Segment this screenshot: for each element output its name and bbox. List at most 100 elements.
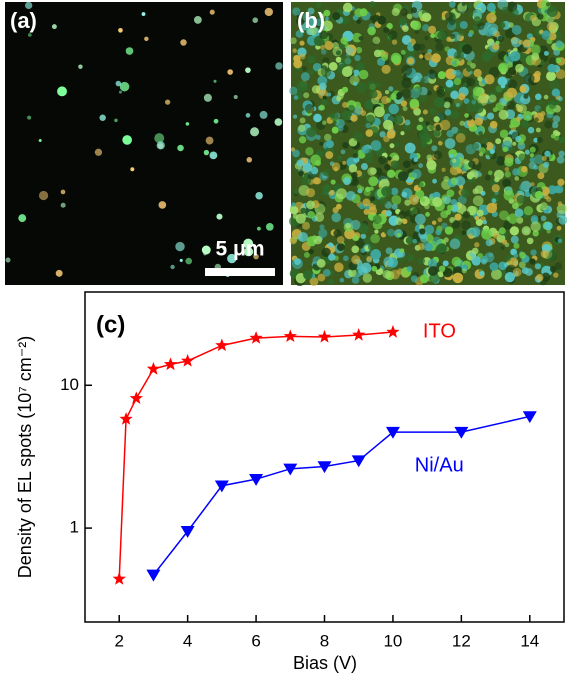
spot [523, 73, 535, 85]
spot [94, 148, 103, 156]
spot [444, 138, 456, 149]
spot [394, 217, 403, 226]
spot [536, 137, 543, 143]
spot [555, 185, 564, 194]
spot [274, 118, 283, 126]
spot [341, 66, 353, 77]
spot [322, 95, 327, 101]
spot [298, 170, 304, 177]
spot [321, 98, 328, 106]
spot [425, 212, 430, 217]
spot [374, 229, 379, 234]
spot [170, 264, 175, 270]
spot [253, 253, 259, 260]
spot [383, 256, 394, 267]
spot [484, 141, 494, 151]
spot [461, 220, 471, 230]
spot [516, 216, 524, 224]
spot [308, 248, 314, 255]
spot [302, 162, 313, 173]
spot [323, 9, 331, 17]
spot [491, 198, 497, 204]
spot [320, 25, 326, 31]
spot [351, 276, 360, 284]
spot [347, 268, 357, 278]
spot [164, 99, 171, 105]
spot [400, 100, 408, 107]
spot [461, 1, 466, 7]
spot [558, 136, 565, 144]
spot [323, 133, 332, 142]
spot [500, 83, 506, 89]
spot [425, 234, 434, 243]
spot [368, 176, 379, 187]
spot [417, 242, 425, 251]
spot [114, 118, 118, 123]
spot [322, 57, 330, 65]
spot [540, 215, 547, 222]
spot [432, 196, 443, 208]
spot [319, 224, 325, 230]
spot [479, 270, 485, 276]
spot [60, 202, 66, 208]
spot [470, 226, 481, 237]
spot [482, 115, 488, 121]
series-label: ITO [423, 320, 456, 342]
spot [358, 69, 369, 80]
marker [283, 463, 298, 476]
spot [521, 226, 531, 236]
spot [550, 133, 556, 139]
spot [352, 69, 360, 77]
marker [317, 461, 332, 474]
spot [431, 145, 438, 152]
spot [462, 44, 473, 55]
spot [372, 214, 382, 225]
spot [329, 189, 335, 196]
spot [408, 42, 413, 47]
spot [250, 127, 260, 137]
spot [60, 189, 66, 195]
spot [377, 15, 387, 25]
spot [497, 76, 508, 87]
spot [363, 236, 372, 245]
spot [391, 194, 402, 205]
spot [289, 37, 297, 45]
spot [336, 243, 345, 251]
spot [529, 153, 535, 158]
spot [471, 142, 480, 150]
spot [475, 218, 483, 226]
spot [448, 1, 456, 8]
y-tick-label: 10 [60, 375, 79, 394]
spot [424, 52, 433, 61]
spot [548, 154, 556, 162]
spot [341, 110, 353, 121]
spot [410, 275, 418, 283]
spot [444, 226, 454, 235]
spot [471, 99, 477, 105]
spot [351, 255, 361, 265]
x-tick-label: 8 [320, 631, 329, 650]
spot [518, 261, 526, 269]
spot [432, 129, 441, 137]
spot [350, 219, 361, 231]
spot [498, 227, 506, 235]
spot [530, 215, 539, 223]
spot [381, 95, 390, 105]
spot [302, 221, 311, 230]
spot [472, 188, 479, 195]
spot [78, 64, 83, 69]
spot [333, 229, 342, 238]
spot [38, 190, 49, 201]
spot [55, 269, 63, 277]
spot [473, 58, 478, 63]
scale-bar [205, 268, 275, 276]
spot [471, 247, 479, 255]
spot [553, 272, 559, 278]
spot [472, 195, 484, 207]
spot [509, 226, 519, 236]
spot [546, 229, 551, 234]
spot [336, 203, 342, 210]
marker [146, 362, 161, 375]
spot [462, 210, 471, 219]
spot [554, 262, 563, 270]
